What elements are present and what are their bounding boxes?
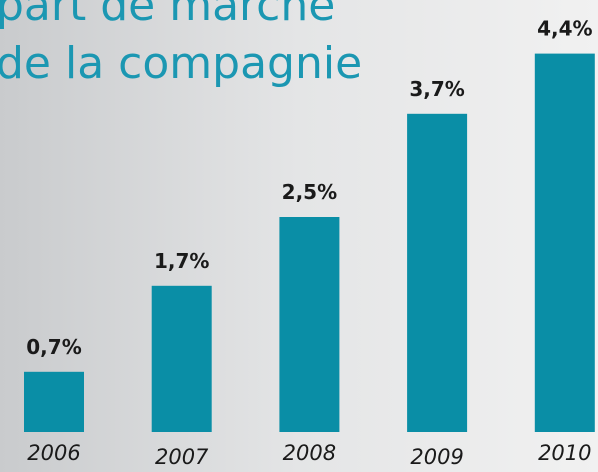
bar [279,217,340,432]
value-label: 2,5% [282,180,337,204]
bar [534,53,595,432]
x-tick-label: 2008 [283,441,336,465]
chart-title: de la compagnie [0,38,362,89]
x-tick-label: 2010 [538,441,591,465]
value-label: 1,7% [154,249,209,273]
chart-title: part de marché [0,0,335,31]
value-label: 0,7% [26,335,81,359]
value-label: 3,7% [409,77,464,101]
bar [407,113,468,433]
bar [151,285,212,432]
x-tick-label: 2007 [155,445,209,469]
x-tick-label: 2006 [27,441,80,465]
value-label: 4,4% [537,17,592,41]
bar [24,371,84,432]
x-tick-label: 2009 [410,445,463,469]
